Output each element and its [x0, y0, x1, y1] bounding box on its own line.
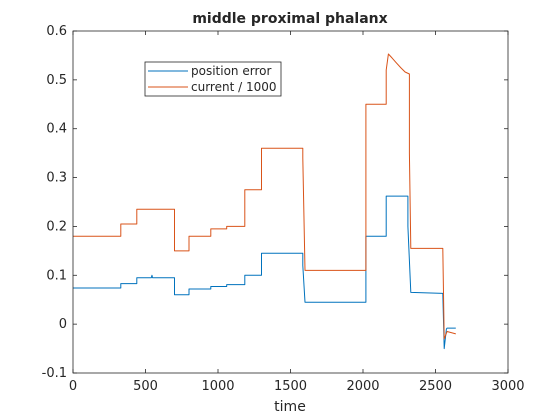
y-tick-label: 0.1	[46, 268, 67, 283]
x-tick-label: 1000	[201, 379, 234, 394]
y-tick-label: 0.6	[46, 24, 67, 39]
x-tick-label: 2000	[346, 379, 379, 394]
legend-label-current: current / 1000	[191, 80, 277, 94]
x-tick-label: 3000	[491, 379, 524, 394]
x-axis-label: time	[274, 399, 306, 415]
x-tick-label: 0	[69, 379, 77, 394]
legend-label-position-error: position error	[191, 64, 271, 78]
y-tick-label: 0.4	[46, 122, 67, 137]
y-tick-label: -0.1	[42, 366, 67, 381]
series-layer	[73, 53, 456, 350]
y-tick-label: 0	[59, 317, 67, 332]
series-line-position-error	[73, 195, 456, 350]
legend: position error current / 1000	[144, 61, 282, 97]
x-tick-label: 1500	[274, 379, 307, 394]
tick-layer: 0 500 1000 1500 2000 2500 3000-0.100.10.20.30.…	[42, 24, 525, 394]
series-line-current-1000	[73, 53, 456, 340]
x-tick-label: 2500	[419, 379, 452, 394]
y-tick-label: 0.5	[46, 73, 67, 88]
legend-box	[144, 61, 282, 97]
x-tick-label: 500	[133, 379, 158, 394]
y-tick-label: 0.2	[46, 219, 67, 234]
y-tick-label: 0.3	[46, 171, 67, 186]
chart-title: middle proximal phalanx	[192, 11, 387, 27]
